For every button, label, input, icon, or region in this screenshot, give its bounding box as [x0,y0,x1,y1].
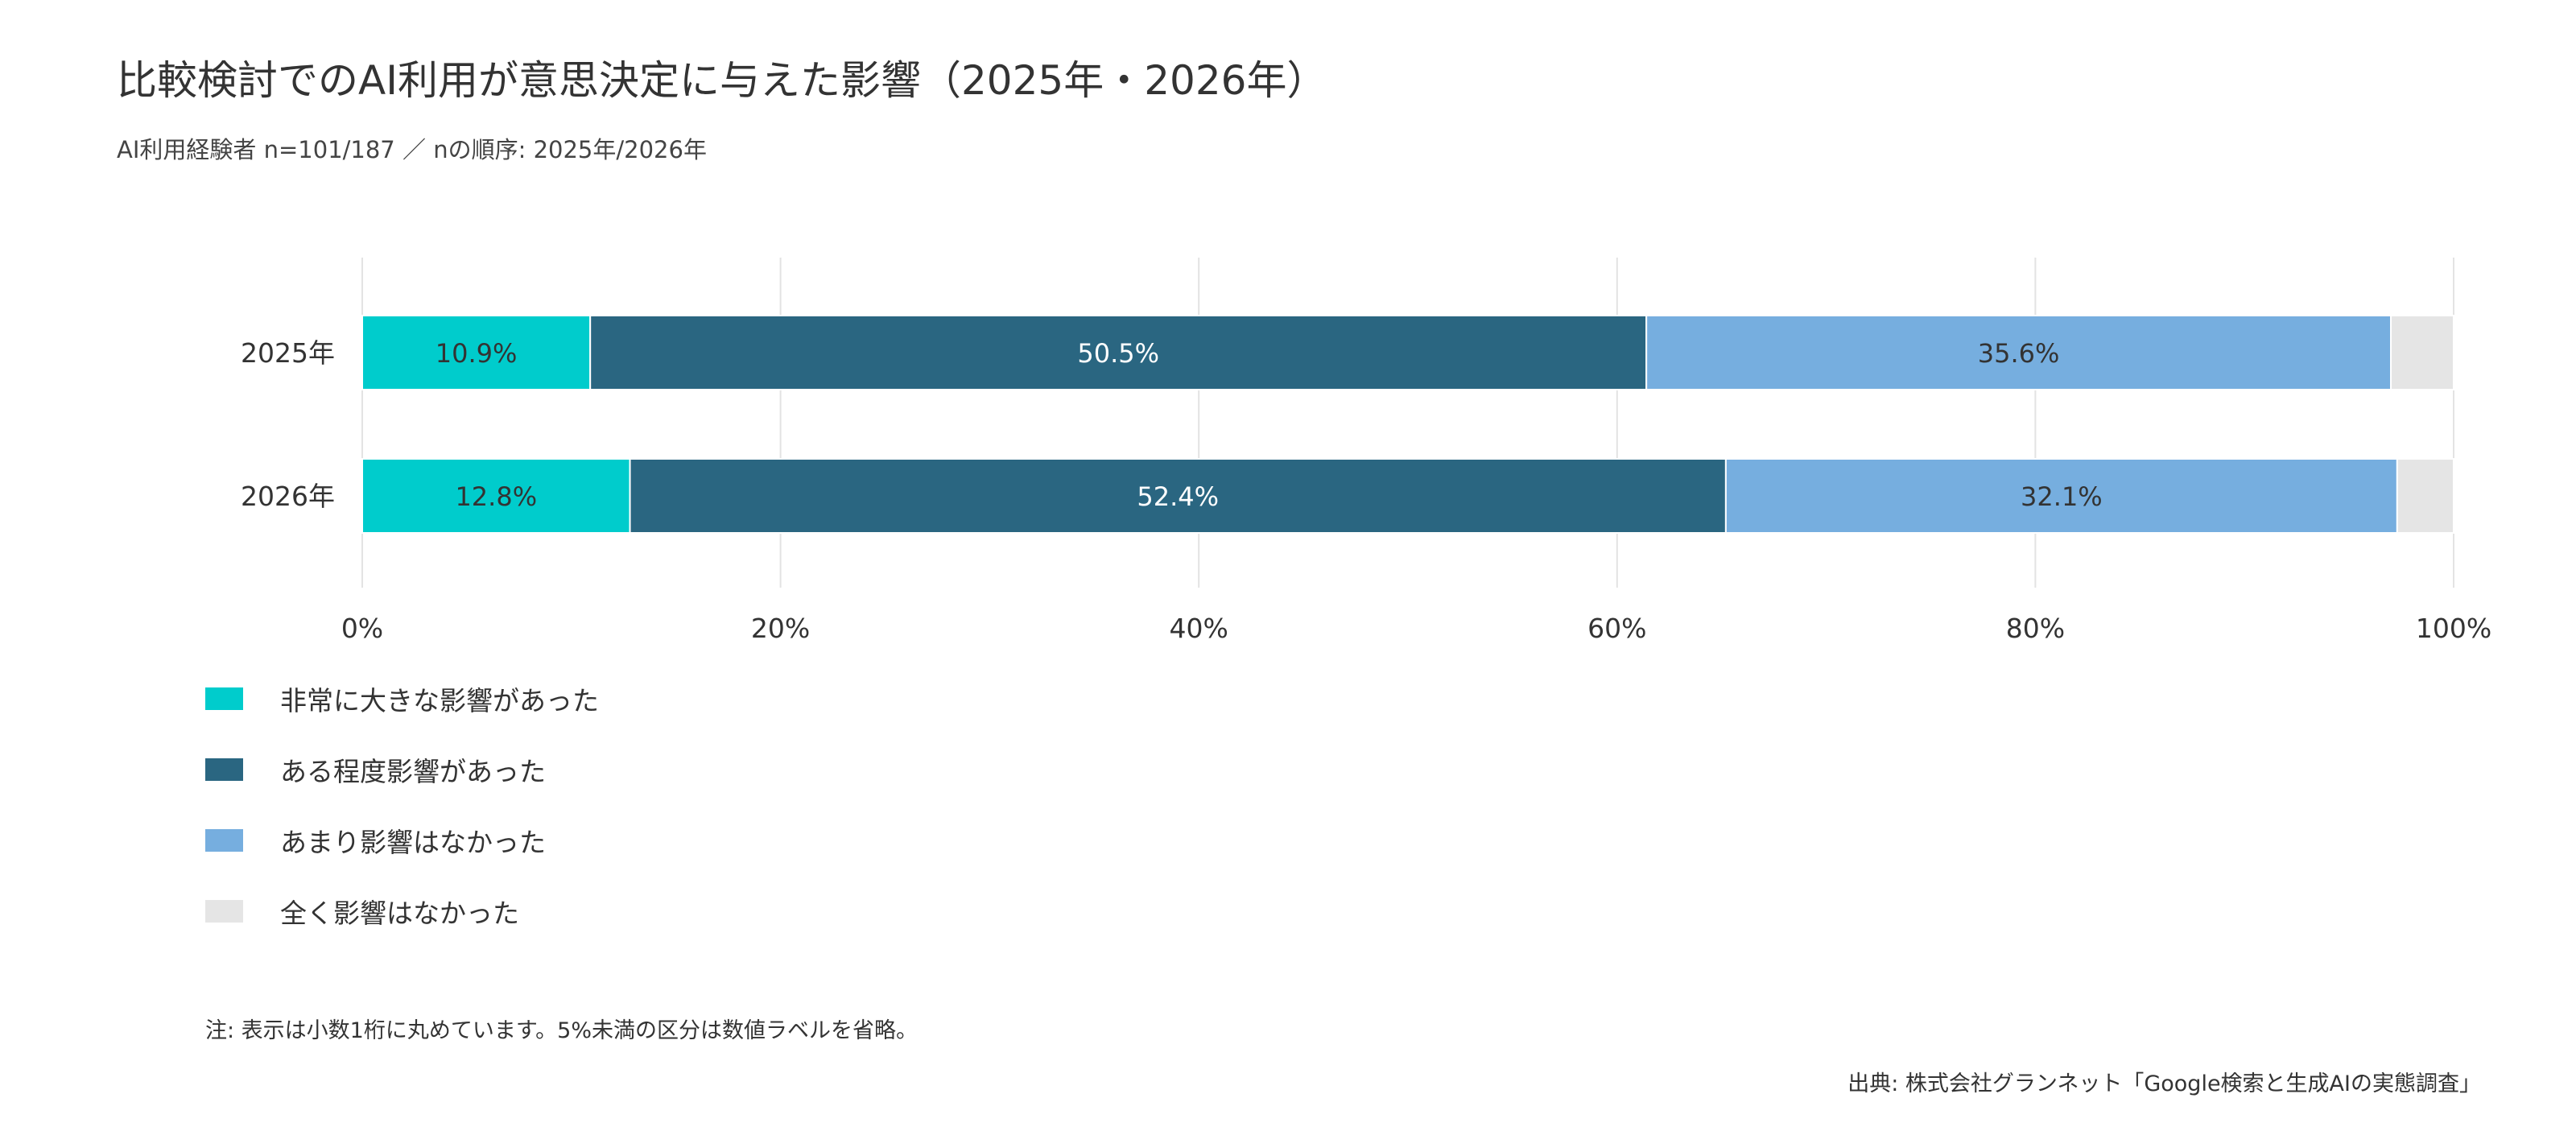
chart-subtitle: AI利用経験者 n=101/187 ／ nの順序: 2025年/2026年 [117,136,707,163]
bar-segment [589,315,1648,390]
legend-label: 非常に大きな影響があった [280,685,599,716]
x-tick-label: 100% [2416,613,2491,644]
x-tick-label: 60% [1587,613,1646,644]
legend-label: 全く影響はなかった [280,898,519,929]
bar-segment [2396,458,2454,534]
stacked-bar-chart: 0% 20% 40% 60% 80% 100% 2025年 2026年 10.9% 50.5% 35… [241,258,2491,644]
x-tick-label: 40% [1170,613,1228,644]
bar-segment [361,458,631,534]
bar-segment [2390,315,2455,390]
legend-label: ある程度影響があった [280,756,546,787]
bar-segment [361,315,592,390]
bar-value-label: 12.8% [455,481,537,512]
legend-swatch [205,829,243,852]
source-credit: 出典: 株式会社グランネット「Google検索と生成AIの実態調査」 [1847,1071,2481,1096]
bar-value-label: 50.5% [1077,338,1159,369]
legend-swatch [205,758,243,781]
legend-item: 非常に大きな影響があった [205,675,599,723]
legend-label: あまり影響はなかった [280,827,546,858]
x-tick-label: 80% [2006,613,2065,644]
x-tick-label: 0% [341,613,383,644]
y-category-label: 2026年 [241,481,335,512]
legend-item: あまり影響はなかった [205,816,546,865]
bar-value-label: 32.1% [2021,481,2103,512]
y-category-label: 2025年 [241,337,335,369]
x-tick-label: 20% [751,613,810,644]
bar-segment [1724,458,2398,534]
footnote: 注: 表示は小数1桁に丸めています。5%未満の区分は数値ラベルを省略。 [205,1018,918,1043]
bar-value-label: 35.6% [1978,338,2060,369]
legend-swatch [205,900,243,923]
bar-segment [629,458,1727,534]
bar-segment [1645,315,2392,390]
bar-value-label: 10.9% [436,338,518,369]
chart-title: 比較検討でのAI利用が意思決定に与えた影響（2025年・2026年） [117,57,1327,104]
legend-swatch [205,687,243,710]
bar-value-label: 52.4% [1137,481,1219,512]
legend-item: 全く影響はなかった [205,887,519,935]
legend-item: ある程度影響があった [205,745,546,794]
